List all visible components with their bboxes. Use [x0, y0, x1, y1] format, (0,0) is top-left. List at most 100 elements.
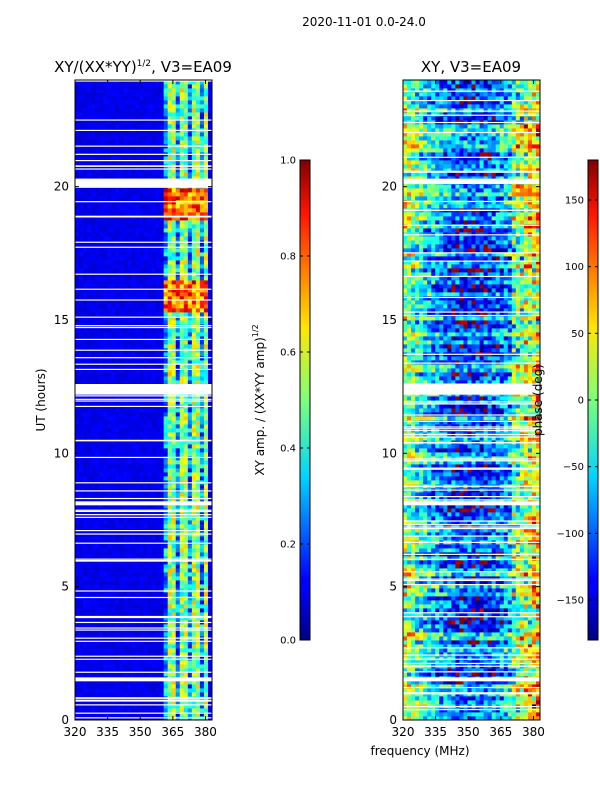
amplitude-heatmap-cell — [159, 172, 165, 177]
amplitude-heatmap-cell — [167, 332, 173, 337]
amplitude-heatmap-cell — [111, 300, 116, 305]
amplitude-heatmap-cell — [95, 368, 100, 373]
amplitude-heatmap-cell — [179, 380, 185, 385]
amplitude-heatmap-cell — [187, 160, 193, 165]
amplitude-heatmap-cell — [83, 232, 88, 237]
amplitude-heatmap-cell — [127, 236, 132, 241]
amplitude-heatmap-cell — [87, 216, 92, 221]
amplitude-heatmap-cell — [95, 428, 100, 433]
amplitude-heatmap-cell — [87, 408, 92, 413]
amplitude-heatmap-cell — [159, 564, 165, 569]
amplitude-heatmap-cell — [107, 640, 112, 645]
amplitude-heatmap-cell — [207, 556, 212, 561]
amplitude-heatmap-cell — [203, 556, 209, 561]
amplitude-heatmap-cell — [115, 596, 120, 601]
amplitude-heatmap-cell — [207, 312, 212, 317]
amplitude-heatmap-cell — [199, 396, 205, 401]
amplitude-heatmap-cell — [175, 448, 181, 453]
amplitude-heatmap-cell — [103, 616, 108, 621]
amplitude-heatmap-cell — [119, 660, 124, 665]
amplitude-heatmap-cell — [135, 556, 140, 561]
amplitude-heatmap-cell — [127, 252, 132, 257]
amplitude-heatmap-cell — [199, 252, 205, 257]
amplitude-heatmap-row — [75, 216, 212, 221]
amplitude-heatmap-cell — [147, 452, 152, 457]
amplitude-heatmap-cell — [179, 440, 185, 445]
amplitude-heatmap-cell — [123, 160, 128, 165]
amplitude-heatmap-cell — [151, 712, 156, 717]
amplitude-heatmap-cell — [95, 292, 100, 297]
amplitude-heatmap-cell — [163, 264, 169, 269]
amplitude-heatmap-cell — [103, 244, 108, 249]
amplitude-heatmap-cell — [139, 376, 144, 381]
amplitude-heatmap-cell — [131, 608, 136, 613]
amplitude-heatmap-cell — [183, 288, 189, 293]
amplitude-heatmap-cell — [179, 600, 185, 605]
amplitude-heatmap-cell — [79, 680, 84, 685]
amplitude-heatmap-cell — [127, 460, 132, 465]
amplitude-heatmap-cell — [195, 476, 201, 481]
amplitude-heatmap-cell — [159, 504, 165, 509]
amplitude-heatmap-cell — [123, 424, 128, 429]
amplitude-heatmap-cell — [83, 300, 88, 305]
amplitude-heatmap-cell — [199, 520, 205, 525]
amplitude-heatmap-cell — [115, 224, 120, 229]
amplitude-heatmap-cell — [175, 244, 181, 249]
amplitude-heatmap-cell — [147, 652, 152, 657]
amplitude-heatmap-cell — [203, 376, 209, 381]
amplitude-heatmap-cell — [195, 548, 201, 553]
amplitude-heatmap-cell — [91, 580, 96, 585]
amplitude-heatmap-cell — [199, 708, 205, 713]
amplitude-heatmap-cell — [75, 632, 80, 637]
amplitude-heatmap-cell — [147, 176, 152, 181]
amplitude-heatmap-cell — [207, 460, 212, 465]
amplitude-heatmap-cell — [159, 652, 165, 657]
amplitude-heatmap-cell — [123, 428, 128, 433]
amplitude-heatmap-cell — [95, 476, 100, 481]
amplitude-heatmap-cell — [107, 236, 112, 241]
amplitude-heatmap-cell — [171, 460, 177, 465]
amplitude-heatmap-cell — [171, 320, 177, 325]
amplitude-heatmap-cell — [139, 232, 144, 237]
amplitude-heatmap-cell — [107, 436, 112, 441]
amplitude-heatmap-cell — [99, 612, 104, 617]
amplitude-heatmap-cell — [143, 340, 148, 345]
amplitude-heatmap-cell — [115, 268, 120, 273]
amplitude-heatmap-cell — [159, 380, 165, 385]
amplitude-heatmap-cell — [139, 296, 144, 301]
amplitude-heatmap-cell — [195, 456, 201, 461]
amplitude-heatmap-cell — [167, 632, 173, 637]
amplitude-heatmap-cell — [195, 280, 201, 285]
amplitude-heatmap-cell — [135, 208, 140, 213]
amplitude-heatmap-cell — [123, 524, 128, 529]
amplitude-heatmap-cell — [143, 472, 148, 477]
amplitude-heatmap-cell — [131, 648, 136, 653]
amplitude-heatmap-cell — [127, 312, 132, 317]
amplitude-heatmap-cell — [79, 312, 84, 317]
amplitude-heatmap-cell — [171, 380, 177, 385]
amplitude-heatmap-cell — [147, 372, 152, 377]
amplitude-heatmap-cell — [151, 204, 156, 209]
amplitude-heatmap-cell — [167, 364, 173, 369]
amplitude-heatmap-cell — [127, 332, 132, 337]
amplitude-heatmap-cell — [159, 600, 165, 605]
amplitude-heatmap-cell — [95, 572, 100, 577]
amplitude-heatmap-cell — [183, 664, 189, 669]
amplitude-heatmap-cell — [139, 552, 144, 557]
amplitude-heatmap-cell — [115, 572, 120, 577]
amplitude-heatmap-row — [75, 208, 212, 213]
amplitude-heatmap-cell — [119, 296, 124, 301]
amplitude-heatmap-cell — [87, 476, 92, 481]
amplitude-heatmap-cell — [95, 344, 100, 349]
amplitude-heatmap-cell — [143, 656, 148, 661]
amplitude-heatmap-cell — [131, 632, 136, 637]
amplitude-heatmap-cell — [79, 248, 84, 253]
amplitude-heatmap-cell — [123, 304, 128, 309]
amplitude-heatmap-cell — [207, 288, 212, 293]
amplitude-heatmap-cell — [95, 208, 100, 213]
amplitude-heatmap-cell — [187, 276, 193, 281]
amplitude-heatmap-cell — [207, 428, 212, 433]
amplitude-heatmap-cell — [183, 424, 189, 429]
amplitude-heatmap-cell — [175, 688, 181, 693]
amplitude-heatmap-cell — [75, 596, 80, 601]
